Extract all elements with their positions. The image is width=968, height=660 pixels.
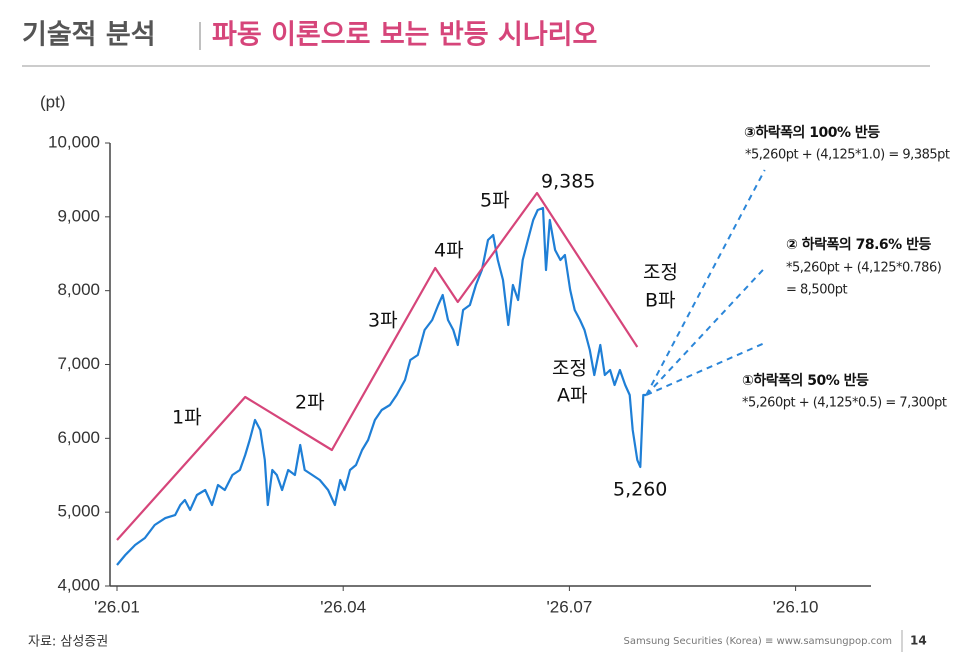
annotation: *5,260pt + (4,125*0.5) = 7,300pt (742, 396, 947, 411)
y-axis-label: (pt) (40, 92, 66, 111)
annotation: 4파 (434, 240, 464, 262)
source: 자료: 삼성증권 (28, 635, 108, 650)
y-tick-label: 7,000 (57, 354, 100, 373)
series-line (116, 191, 639, 541)
title: 기술적 분석 (22, 20, 156, 51)
annotation: *5,260pt + (4,125*1.0) = 9,385pt (745, 148, 950, 163)
annotation: 3파 (368, 310, 398, 332)
annotation: A파 (557, 385, 587, 407)
y-tick-label: 8,000 (57, 280, 100, 299)
series-line (645, 169, 766, 396)
x-tick-label: '26.10 (773, 597, 819, 616)
annotation: 9,385 (541, 171, 595, 193)
y-tick-label: 4,000 (57, 575, 100, 594)
y-tick-label: 10,000 (48, 132, 100, 151)
annotation: ③하락폭의 100% 반등 (744, 124, 880, 141)
annotation: 조정 (552, 358, 587, 380)
annotation: 5파 (480, 190, 510, 212)
series-line (116, 206, 647, 566)
annotation: ①하락폭의 50% 반등 (742, 372, 869, 389)
y-tick-label: 5,000 (57, 502, 100, 521)
x-tick-label: '26.01 (94, 597, 140, 616)
annotation: 조정 (643, 262, 678, 284)
annotation: 1파 (172, 407, 202, 429)
x-tick-label: '26.07 (547, 597, 593, 616)
subtitle: 파동 이론으로 보는 반등 시나리오 (212, 20, 597, 51)
annotation: *5,260pt + (4,125*0.786) (786, 261, 941, 276)
company: Samsung Securities (Korea) ≡ www.samsung… (624, 636, 892, 647)
annotation: ② 하락폭의 78.6% 반등 (786, 236, 931, 253)
page-number: 14 (910, 634, 927, 648)
series-line (645, 267, 766, 396)
y-tick-label: 6,000 (57, 428, 100, 447)
annotation: B파 (645, 290, 676, 312)
annotation: 5,260 (613, 479, 667, 501)
annotation: = 8,500pt (786, 283, 847, 298)
annotation: 2파 (295, 392, 325, 414)
x-tick-label: '26.04 (320, 597, 366, 616)
y-tick-label: 9,000 (57, 206, 100, 225)
